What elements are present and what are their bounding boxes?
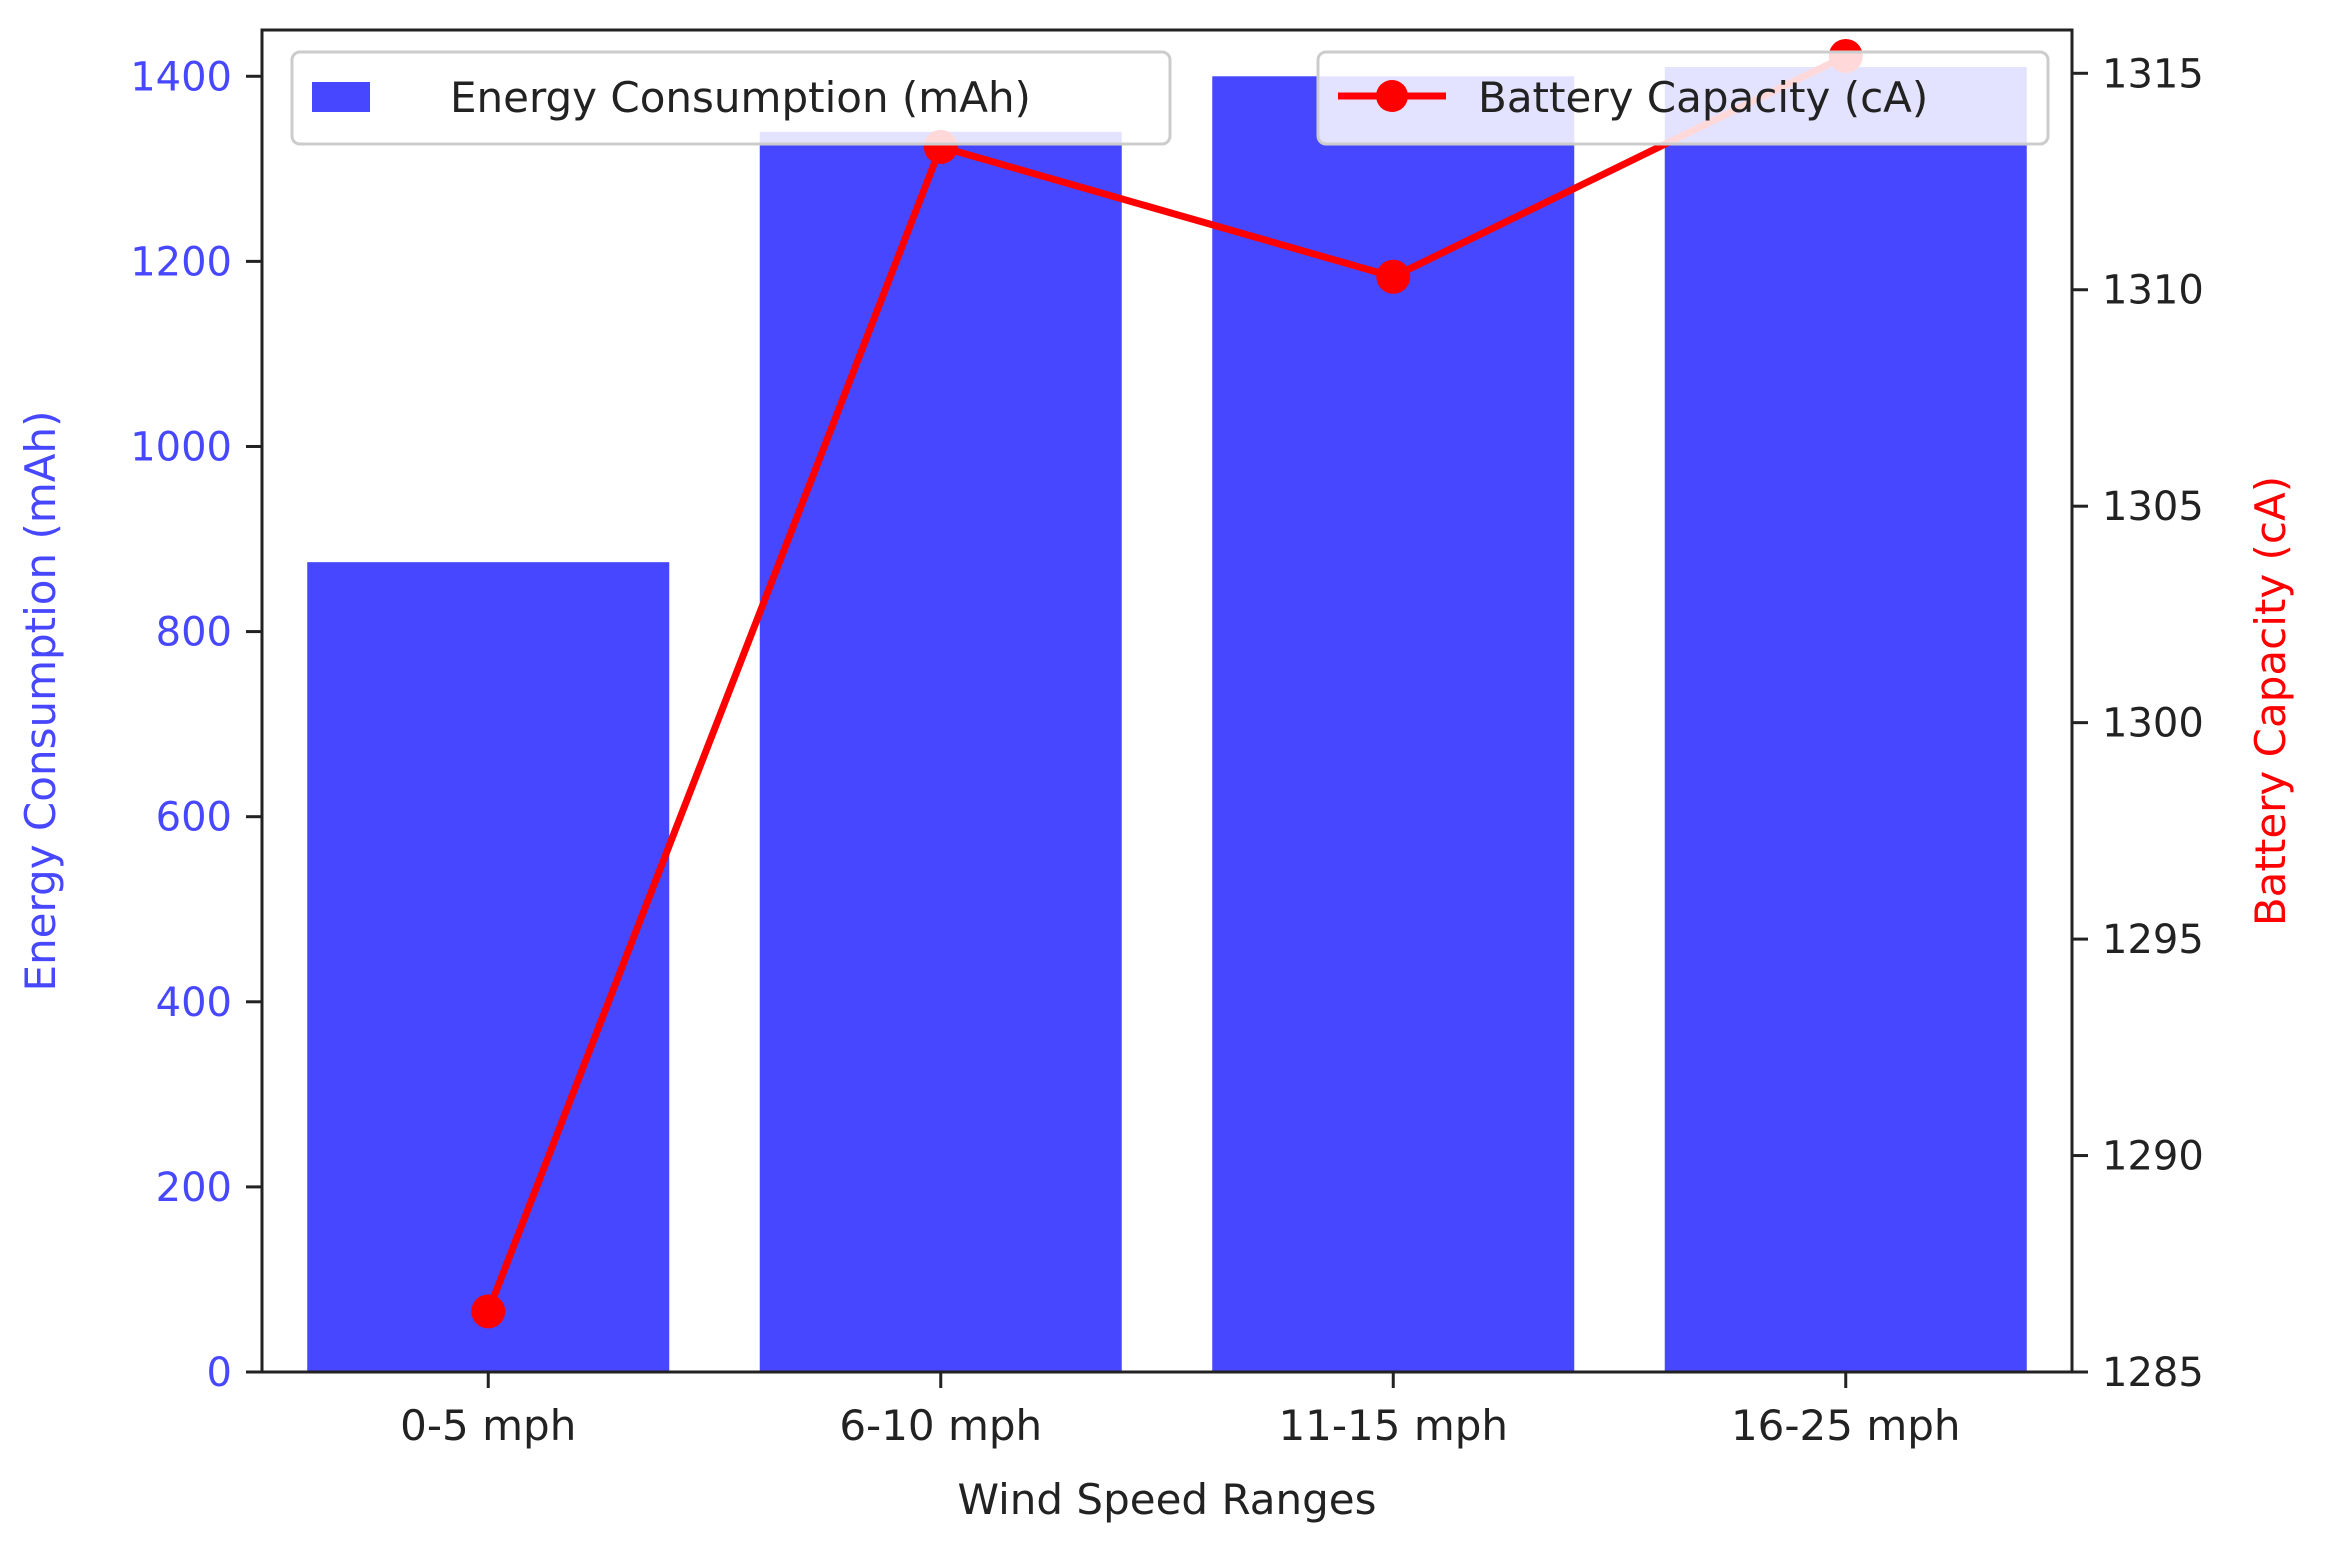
battery-capacity-line [484,52,1848,1313]
right-y-tick-label-5: 1310 [2102,268,2204,314]
legend-box-energy [290,50,1172,146]
right-y-tick-label-3: 1300 [2102,701,2204,747]
legend-label-battery: Battery Capacity (cA) [1478,73,1928,122]
left-y-tick-label-6: 1200 [130,239,232,285]
right-y-tick-label-6: 1315 [2102,51,2204,97]
legend-label-energy: Energy Consumption (mAh) [450,73,1031,122]
right-y-tick-label-4: 1305 [2102,484,2204,530]
line-layer [471,38,1863,1329]
bar-4 [1664,67,2027,1372]
bar-2 [759,131,1122,1373]
left-y-axis-label: Energy Consumption (mAh) [16,411,65,992]
x-axis-label: Wind Speed Ranges [958,1475,1377,1524]
right-y-tick-label-1: 1290 [2102,1134,2204,1180]
right-y-tick-label-2: 1295 [2102,917,2204,963]
right-y-tick-label-0: 1285 [2102,1350,2204,1396]
x-tick-label-2: 6-10 mph [839,1401,1042,1450]
x-tick-label-3: 11-15 mph [1278,1401,1508,1450]
x-tick-label-4: 16-25 mph [1731,1401,1961,1450]
battery-capacity-point-1 [471,1294,506,1329]
legend-box-battery [1316,50,2050,146]
left-y-tick-label-2: 400 [156,980,232,1026]
left-y-tick-label-1: 200 [156,1165,232,1211]
x-tick-label-1: 0-5 mph [400,1401,576,1450]
left-y-tick-label-3: 600 [156,795,232,841]
left-y-tick-label-0: 0 [207,1350,232,1396]
bars-layer [307,67,2027,1373]
right-y-axis-label: Battery Capacity (cA) [2246,476,2295,926]
legend-swatch-energy [312,82,370,112]
plot-frame [260,28,2074,1374]
left-y-tick-label-4: 800 [156,610,232,656]
legend-marker-battery [1376,80,1408,112]
battery-capacity-point-3 [1376,259,1411,294]
axes-layer: 0 200 400 600 800 1000 1200 1400 1285 1290 1295 130… [16,28,2295,1524]
bar-1 [307,562,670,1372]
legend-layer: Energy Consumption (mAh) Battery Capacity… [290,50,2050,146]
left-y-tick-label-5: 1000 [130,424,232,470]
left-y-tick-label-7: 1400 [130,54,232,100]
